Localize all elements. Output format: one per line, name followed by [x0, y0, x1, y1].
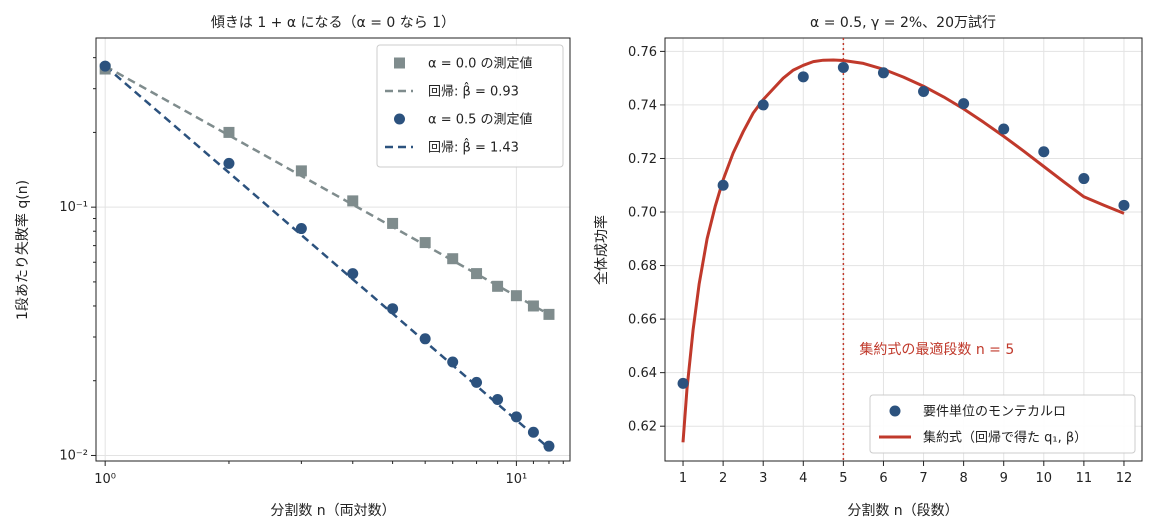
right-y-tick-label: 0.66 — [628, 313, 657, 328]
right-x-tick-label: 3 — [759, 471, 767, 486]
monte-carlo-point — [918, 86, 930, 98]
right-x-tick-label: 11 — [1076, 471, 1093, 486]
left-y-tick-label: 10⁻² — [59, 448, 88, 463]
legend-square-marker — [394, 57, 405, 69]
right-chart-panel: 1 2 3 4 5 6 7 8 9 10 11 120.620.640.660.680.700.720… — [593, 15, 1143, 519]
left-square-point — [492, 280, 504, 292]
monte-carlo-point — [1038, 146, 1050, 158]
legend-label: α = 0.5 の測定値 — [428, 112, 533, 128]
right-data-marks — [677, 38, 1130, 461]
monte-carlo-point — [1078, 173, 1090, 185]
right-y-tick-label: 0.70 — [628, 206, 657, 221]
monte-carlo-point — [998, 123, 1010, 135]
right-x-tick-label: 7 — [919, 471, 927, 486]
left-y-axis-label: 1段あたり失敗率 q(n) — [14, 180, 31, 320]
left-square-point — [447, 253, 459, 265]
right-x-tick-label: 12 — [1116, 471, 1133, 486]
legend-label: 要件単位のモンテカルロ — [923, 404, 1066, 420]
right-y-tick-label: 0.62 — [628, 420, 657, 435]
right-y-tick-label: 0.74 — [628, 98, 657, 113]
left-square-point — [543, 308, 555, 320]
legend-circle-marker — [889, 405, 901, 417]
left-square-point — [223, 126, 235, 138]
monte-carlo-point — [717, 179, 729, 191]
right-plot-frame — [664, 37, 1143, 462]
left-data-marks — [99, 60, 555, 452]
right-x-tick-label: 9 — [1000, 471, 1008, 486]
left-plot-frame — [95, 37, 571, 462]
legend-label: α = 0.0 の測定値 — [428, 56, 533, 72]
right-y-tick-label: 0.68 — [628, 259, 657, 274]
monte-carlo-point — [677, 377, 689, 389]
right-x-tick-label: 4 — [799, 471, 807, 486]
monte-carlo-point — [877, 67, 889, 79]
left-circle-point — [447, 356, 459, 368]
right-x-tick-label: 1 — [679, 471, 687, 486]
left-circle-point — [347, 268, 359, 280]
aggregate-formula-curve — [681, 58, 1125, 443]
right-axis-ticks: 1 2 3 4 5 6 7 8 9 10 11 120.620.640.660.680.700.720… — [628, 45, 1132, 486]
right-x-tick-label: 2 — [719, 471, 727, 486]
right-x-tick-label: 8 — [959, 471, 967, 486]
monte-carlo-point — [958, 98, 970, 110]
left-x-axis-label: 分割数 n（両対数） — [270, 502, 395, 519]
optimum-annotation: 集約式の最適段数 n = 5 — [859, 341, 1014, 358]
right-y-axis-label: 全体成功率 — [593, 215, 610, 285]
left-legend-box — [376, 44, 564, 168]
left-square-point — [419, 237, 431, 249]
right-legend-box — [869, 394, 1136, 454]
monte-carlo-point — [757, 99, 769, 111]
left-circle-point — [99, 60, 111, 72]
legend-label: 回帰: β̂ = 1.43 — [428, 138, 519, 155]
left-square-point — [387, 217, 399, 229]
left-chart-title: 傾きは 1 + α になる（α = 0 なら 1） — [211, 15, 455, 31]
left-circle-point — [527, 426, 539, 438]
left-square-point — [295, 165, 307, 177]
monte-carlo-point — [1118, 199, 1130, 211]
left-circle-point — [295, 223, 307, 235]
left-circle-point — [471, 376, 483, 388]
left-circle-point — [492, 394, 504, 406]
left-square-point — [471, 268, 483, 280]
left-square-point — [527, 300, 539, 312]
right-chart-title: α = 0.5, γ = 2%、20万試行 — [810, 15, 996, 31]
left-circle-point — [387, 303, 399, 315]
left-square-point — [347, 195, 359, 207]
right-y-tick-label: 0.64 — [628, 366, 657, 381]
left-chart-panel: 10⁰ 10¹ 10⁻² 10⁻¹ 傾きは 1 + α になる（α = 0 なら 1）… — [14, 15, 571, 519]
legend-label: 集約式（回帰で得た q₁, β） — [923, 430, 1087, 446]
left-circle-point — [419, 333, 431, 345]
right-x-tick-label: 6 — [879, 471, 887, 486]
left-x-tick-label: 10¹ — [506, 472, 528, 487]
left-axis-ticks: 10⁰ 10¹ 10⁻² 10⁻¹ — [59, 57, 564, 487]
left-y-tick-label: 10⁻¹ — [59, 200, 88, 215]
right-x-tick-label: 5 — [839, 471, 847, 486]
legend-label: 回帰: β̂ = 0.93 — [428, 82, 519, 99]
left-circle-point — [510, 411, 522, 423]
legend-circle-marker — [394, 113, 405, 125]
right-y-tick-label: 0.76 — [628, 45, 657, 60]
right-y-tick-label: 0.72 — [628, 152, 657, 167]
right-x-tick-label: 10 — [1036, 471, 1053, 486]
right-x-axis-label: 分割数 n（段数） — [847, 502, 958, 519]
monte-carlo-point — [797, 71, 809, 83]
monte-carlo-point — [837, 61, 849, 73]
left-circle-point — [543, 440, 555, 452]
left-circle-point — [223, 157, 235, 169]
left-square-point — [510, 290, 522, 302]
left-x-tick-label: 10⁰ — [94, 472, 116, 487]
